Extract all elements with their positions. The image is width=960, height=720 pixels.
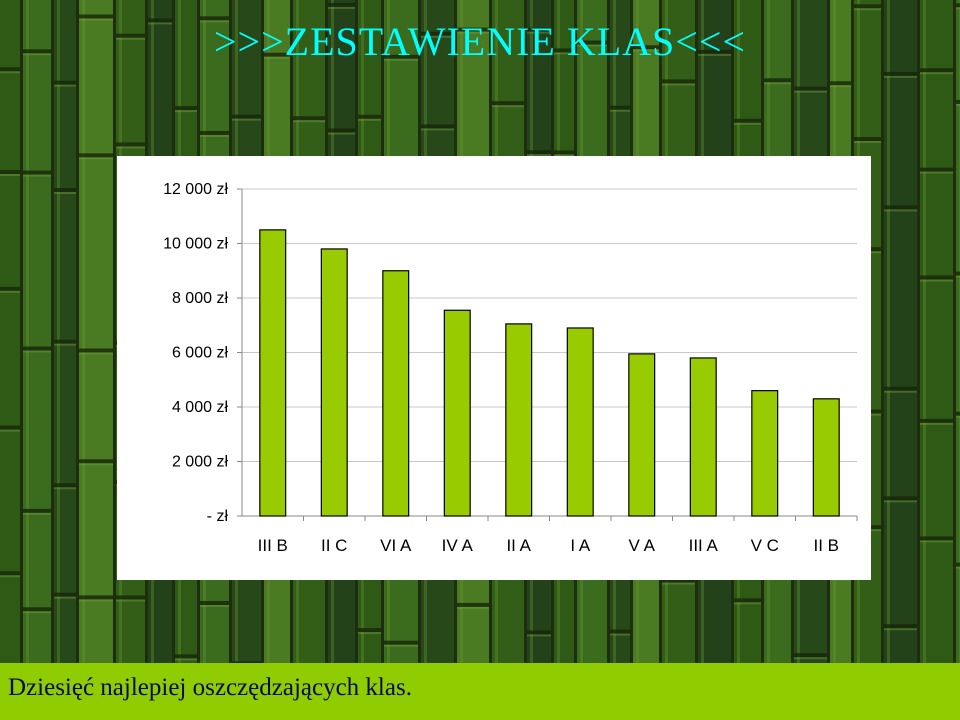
bar <box>505 323 533 517</box>
bamboo-stalk <box>54 0 76 720</box>
x-tick-label: V A <box>629 536 656 555</box>
x-tick-label: II A <box>506 536 531 555</box>
bar <box>382 270 410 517</box>
bamboo-stalk <box>920 0 953 720</box>
page-title: >>>ZESTAWIENIE KLAS<<< <box>214 19 746 64</box>
footer-caption: Dziesięć najlepiej oszczędzających klas. <box>8 674 412 701</box>
bamboo-stalk <box>0 0 20 720</box>
bamboo-stalk <box>956 0 960 720</box>
bar <box>566 327 594 517</box>
bar <box>689 357 717 517</box>
x-tick-label: III B <box>258 536 288 555</box>
bar <box>443 309 471 517</box>
bar <box>628 353 656 517</box>
y-tick-label: - zł <box>207 508 229 525</box>
y-tick-label: 12 000 zł <box>163 181 228 198</box>
bamboo-stalk <box>884 0 917 720</box>
bar <box>812 398 840 517</box>
x-tick-label: VI A <box>380 536 412 555</box>
bar <box>259 229 287 517</box>
x-tick-label: IV A <box>442 536 474 555</box>
bar-chart: - zł 2 000 zł 4 000 zł 6 000 zł 8 000 zł 10 0… <box>163 181 858 555</box>
bamboo-stalk <box>79 0 113 720</box>
chart-panel: - zł 2 000 zł 4 000 zł 6 000 zł 8 000 zł 10 0… <box>117 156 871 580</box>
y-tick-label: 10 000 zł <box>163 236 228 253</box>
x-tick-label: V C <box>751 536 779 555</box>
bar <box>751 390 779 517</box>
footer-bar <box>0 663 960 720</box>
x-tick-label: III A <box>689 536 719 555</box>
y-tick-label: 8 000 zł <box>172 290 228 307</box>
bamboo-stalk <box>23 0 51 720</box>
y-tick-label: 2 000 zł <box>172 454 228 471</box>
y-tick-label: 6 000 zł <box>172 345 228 362</box>
y-tick-label: 4 000 zł <box>172 399 228 416</box>
x-tick-label: I A <box>570 536 591 555</box>
bar <box>320 248 348 517</box>
x-tick-label: II C <box>321 536 347 555</box>
x-tick-label: II B <box>813 536 839 555</box>
